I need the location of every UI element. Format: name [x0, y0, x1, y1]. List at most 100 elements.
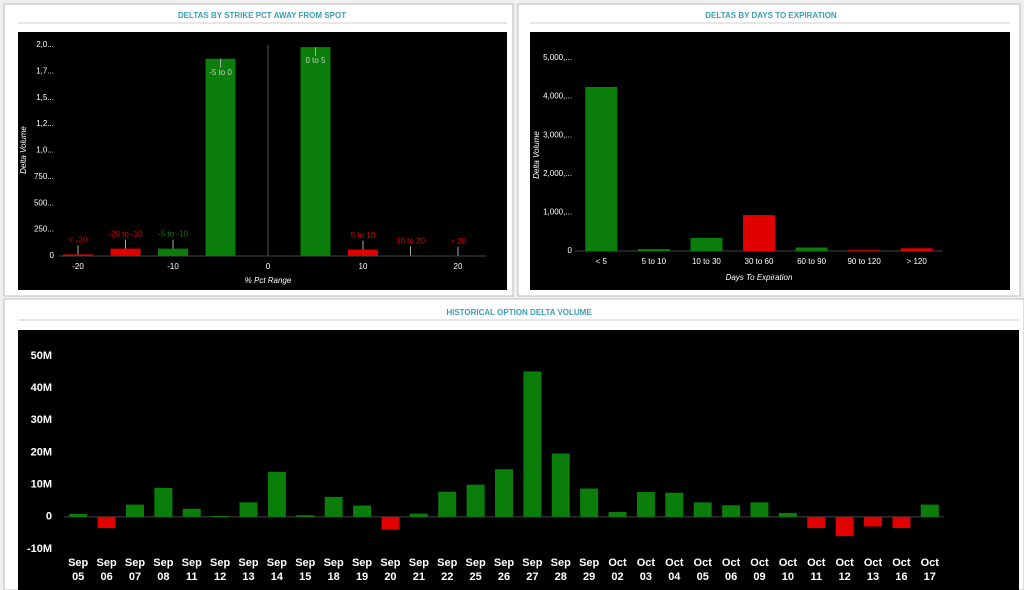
x-tick-label-line: Sep	[466, 557, 486, 569]
bar	[690, 237, 723, 251]
x-tick-label: Oct 13	[864, 557, 883, 583]
bar	[693, 502, 712, 517]
x-tick-label: Sep 08	[153, 557, 173, 583]
y-tick-label: 5,000,...	[543, 53, 572, 62]
bar	[523, 371, 542, 517]
x-tick-label-line: 16	[895, 571, 907, 583]
x-tick-label: Oct 12	[835, 557, 854, 583]
x-tick-label: 30 to 60	[745, 257, 774, 266]
bar	[795, 247, 828, 251]
x-tick-label-line: Oct	[892, 557, 911, 569]
x-tick-label-line: Oct	[665, 557, 684, 569]
x-tick-label-line: 25	[469, 571, 481, 583]
x-tick-label-line: 21	[413, 571, 425, 583]
bar	[353, 505, 372, 517]
x-tick-label: Sep 14	[267, 557, 287, 583]
x-tick-label-line: Sep	[267, 557, 287, 569]
bar	[636, 492, 655, 517]
x-tick-label: Sep 22	[437, 557, 457, 583]
x-tick-label: Sep 20	[380, 557, 400, 583]
panel-title: DELTAS BY DAYS TO EXPIRATION	[705, 11, 837, 20]
y-tick-label: 0	[568, 246, 573, 255]
x-tick-label: 5 to 10	[642, 257, 667, 266]
x-axis-title: % Pct Range	[245, 276, 292, 285]
bar	[395, 255, 426, 256]
data-label: 0 to 5	[305, 56, 326, 65]
bar	[722, 505, 741, 517]
y-axis-title: Delta Volume	[19, 126, 28, 174]
bar	[267, 471, 286, 517]
y-tick-label: 50M	[31, 350, 52, 362]
bar	[848, 250, 881, 251]
bar	[69, 513, 88, 517]
x-tick-label-line: 09	[753, 571, 765, 583]
y-tick-label: 40M	[31, 382, 52, 394]
x-tick-label-line: Sep	[380, 557, 400, 569]
x-tick-label: Sep 25	[466, 557, 486, 583]
x-tick-label-line: Sep	[182, 557, 202, 569]
x-tick-label: -10	[167, 262, 179, 271]
x-tick-label: -20	[72, 262, 84, 271]
y-tick-label: 500...	[34, 198, 54, 207]
x-tick-label-line: 06	[100, 571, 112, 583]
x-tick-label-line: 04	[668, 571, 681, 583]
bar	[300, 47, 331, 256]
x-tick-label: Sep 06	[96, 557, 116, 583]
y-tick-label: 20M	[31, 446, 52, 458]
x-tick-label-line: 12	[839, 571, 851, 583]
x-tick-label-line: Sep	[68, 557, 88, 569]
y-tick-label: 30M	[31, 414, 52, 426]
x-tick-label-line: 19	[356, 571, 368, 583]
bar	[110, 248, 141, 256]
bar	[864, 516, 883, 527]
bar	[892, 516, 911, 529]
y-tick-label: 1,7...	[36, 66, 54, 75]
y-tick-label: 2,000,...	[543, 169, 572, 178]
y-tick-label: 750...	[34, 172, 54, 181]
bar	[807, 516, 826, 529]
bar	[637, 249, 670, 251]
x-tick-label-line: Sep	[352, 557, 372, 569]
y-tick-label: 0	[46, 511, 52, 523]
x-tick-label-line: Sep	[96, 557, 116, 569]
x-tick-label: Oct 10	[779, 557, 798, 583]
y-tick-label: 0	[50, 251, 55, 260]
x-tick-label-line: Sep	[494, 557, 514, 569]
bar	[182, 508, 201, 517]
x-tick-label-line: Oct	[835, 557, 854, 569]
x-tick-label-line: Oct	[722, 557, 741, 569]
y-tick-label: 10M	[31, 479, 52, 491]
y-tick-label: 1,2...	[36, 119, 54, 128]
x-tick-label-line: 05	[697, 571, 709, 583]
y-tick-label: 1,5...	[36, 93, 54, 102]
x-tick-label-line: 20	[384, 571, 396, 583]
bar	[551, 453, 570, 517]
x-tick-label: 10 to 30	[692, 257, 721, 266]
x-tick-label-line: Sep	[210, 557, 230, 569]
x-tick-label-line: Oct	[921, 557, 940, 569]
x-tick-label-line: 15	[299, 571, 311, 583]
bar	[125, 504, 144, 517]
x-tick-label-line: Oct	[637, 557, 656, 569]
bar	[239, 502, 258, 517]
bar	[835, 516, 854, 537]
x-tick-label-line: Sep	[324, 557, 344, 569]
x-tick-label-line: 29	[583, 571, 595, 583]
x-tick-label: Sep 27	[522, 557, 542, 583]
y-tick-label: 3,000,...	[543, 130, 572, 139]
bar	[608, 512, 627, 517]
data-label: -5 to -10	[158, 230, 188, 239]
bar	[900, 248, 933, 251]
x-tick-label-line: Oct	[807, 557, 826, 569]
x-tick-label: Oct 16	[892, 557, 911, 583]
x-tick-label-line: Oct	[779, 557, 798, 569]
x-tick-label: Sep 29	[579, 557, 599, 583]
x-tick-label-line: 28	[555, 571, 567, 583]
bar	[750, 502, 769, 517]
x-tick-label: Sep 07	[125, 557, 145, 583]
data-label: 10 to 20	[396, 237, 425, 246]
x-tick-label-line: 11	[810, 571, 822, 583]
bar	[920, 504, 939, 517]
bar	[211, 515, 230, 517]
